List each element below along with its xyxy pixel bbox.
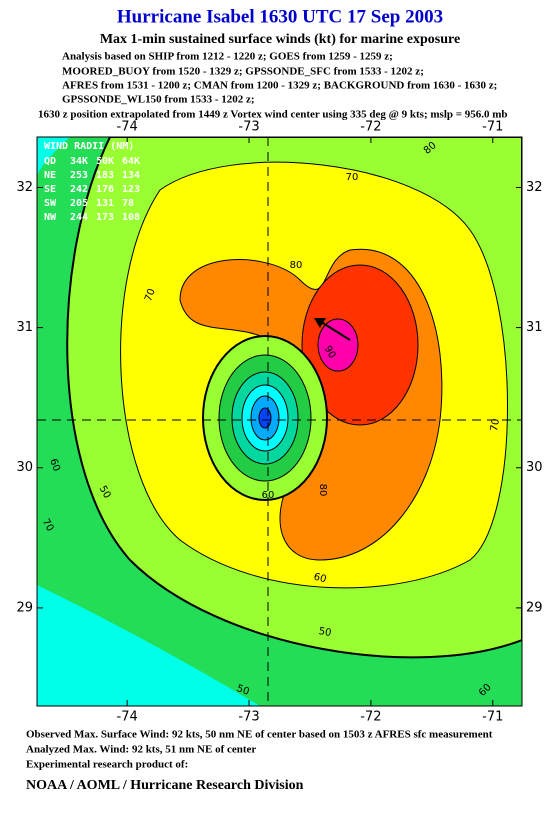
x-tick-label: -71 bbox=[482, 120, 503, 135]
y-tick-label: 29 bbox=[16, 600, 33, 615]
y-tick-label: 30 bbox=[16, 460, 33, 475]
contour-label: 50 bbox=[235, 683, 251, 698]
wind-radii-cell: 244 bbox=[70, 212, 88, 223]
footer-line: Analyzed Max. Wind: 92 kts, 51 nm NE of … bbox=[26, 744, 256, 756]
contour-label: 70 bbox=[143, 287, 158, 303]
y-tick-label: 32 bbox=[16, 180, 33, 195]
y-tick-label: 32 bbox=[526, 180, 543, 195]
motion-arrow-head bbox=[314, 318, 326, 328]
y-tick-label: 29 bbox=[526, 600, 543, 615]
analysis-note: 1630 z position extrapolated from 1449 z… bbox=[38, 109, 508, 121]
eye-ring bbox=[258, 407, 272, 429]
contour-fill bbox=[317, 318, 359, 372]
contour-label: 60 bbox=[312, 572, 327, 586]
wind-radii-cell: NE bbox=[44, 170, 56, 181]
wind-radii-cell: 123 bbox=[122, 184, 140, 195]
wind-radii-cell: 78 bbox=[122, 198, 134, 209]
contour-label: 70 bbox=[346, 172, 359, 183]
wind-radii-cell: 176 bbox=[96, 184, 114, 195]
wind-radii-cell: 173 bbox=[96, 212, 114, 223]
wind-radii-cell: 50K bbox=[96, 156, 114, 167]
x-tick-label: -72 bbox=[360, 120, 381, 135]
contour-label: 60 bbox=[262, 490, 275, 501]
contour-label: 80 bbox=[317, 484, 328, 497]
wind-radii-cell: NW bbox=[44, 212, 57, 223]
wind-radii-cell: 108 bbox=[122, 212, 140, 223]
x-tick-label: -72 bbox=[360, 710, 381, 725]
footer-line: Experimental research product of: bbox=[26, 759, 188, 771]
x-tick-label: -73 bbox=[238, 710, 259, 725]
y-tick-label: 31 bbox=[526, 320, 543, 335]
motion-arrow bbox=[317, 319, 351, 341]
wind-radii-cell: 183 bbox=[96, 170, 114, 181]
y-tick-label: 30 bbox=[526, 460, 543, 475]
wind-radii-cell: SW bbox=[44, 198, 57, 209]
x-tick-label: -73 bbox=[238, 120, 259, 135]
contour-fill bbox=[37, 137, 70, 175]
wind-radii-cell: SE bbox=[44, 184, 56, 195]
wind-radii-cell: 131 bbox=[96, 198, 114, 209]
contour-label: 60 bbox=[47, 457, 62, 473]
plot-frame bbox=[36, 136, 523, 707]
chart-title: Hurricane Isabel 1630 UTC 17 Sep 2003 bbox=[117, 6, 443, 27]
wind-radii-cell: 205 bbox=[70, 198, 88, 209]
wind-radii-cell: 64K bbox=[122, 156, 140, 167]
wind-radii-cell: 253 bbox=[70, 170, 88, 181]
subtitle: Max 1-min sustained surface winds (kt) f… bbox=[100, 32, 460, 47]
contour-label: 70 bbox=[489, 418, 502, 432]
wind-radii-title: WIND RADII (NM) bbox=[44, 141, 134, 152]
analysis-note: Analysis based on SHIP from 1212 - 1220 … bbox=[62, 51, 393, 63]
contour-fill bbox=[301, 264, 419, 426]
x-tick-label: -71 bbox=[482, 710, 503, 725]
wind-radii-cell: 134 bbox=[122, 170, 140, 181]
contour-label: 50 bbox=[318, 626, 332, 639]
x-tick-label: -74 bbox=[117, 710, 138, 725]
contour-label: 80 bbox=[290, 260, 303, 271]
wind-radii-cell: 242 bbox=[70, 184, 88, 195]
y-tick-label: 31 bbox=[16, 320, 33, 335]
wind-radii-cell: QD bbox=[44, 156, 56, 167]
analysis-note: AFRES from 1531 - 1200 z; CMAN from 1200… bbox=[62, 80, 497, 92]
footer-line: NOAA / AOML / Hurricane Research Divisio… bbox=[26, 778, 304, 793]
wind-radii-cell: 34K bbox=[70, 156, 88, 167]
footer-line: Observed Max. Surface Wind: 92 kts, 50 n… bbox=[26, 729, 493, 741]
contour-fill bbox=[37, 585, 260, 706]
x-tick-label: -74 bbox=[117, 120, 138, 135]
analysis-note: GPSSONDE_WL150 from 1533 - 1202 z; bbox=[62, 94, 255, 106]
analysis-note: MOORED_BUOY from 1520 - 1329 z; GPSSONDE… bbox=[62, 66, 424, 78]
